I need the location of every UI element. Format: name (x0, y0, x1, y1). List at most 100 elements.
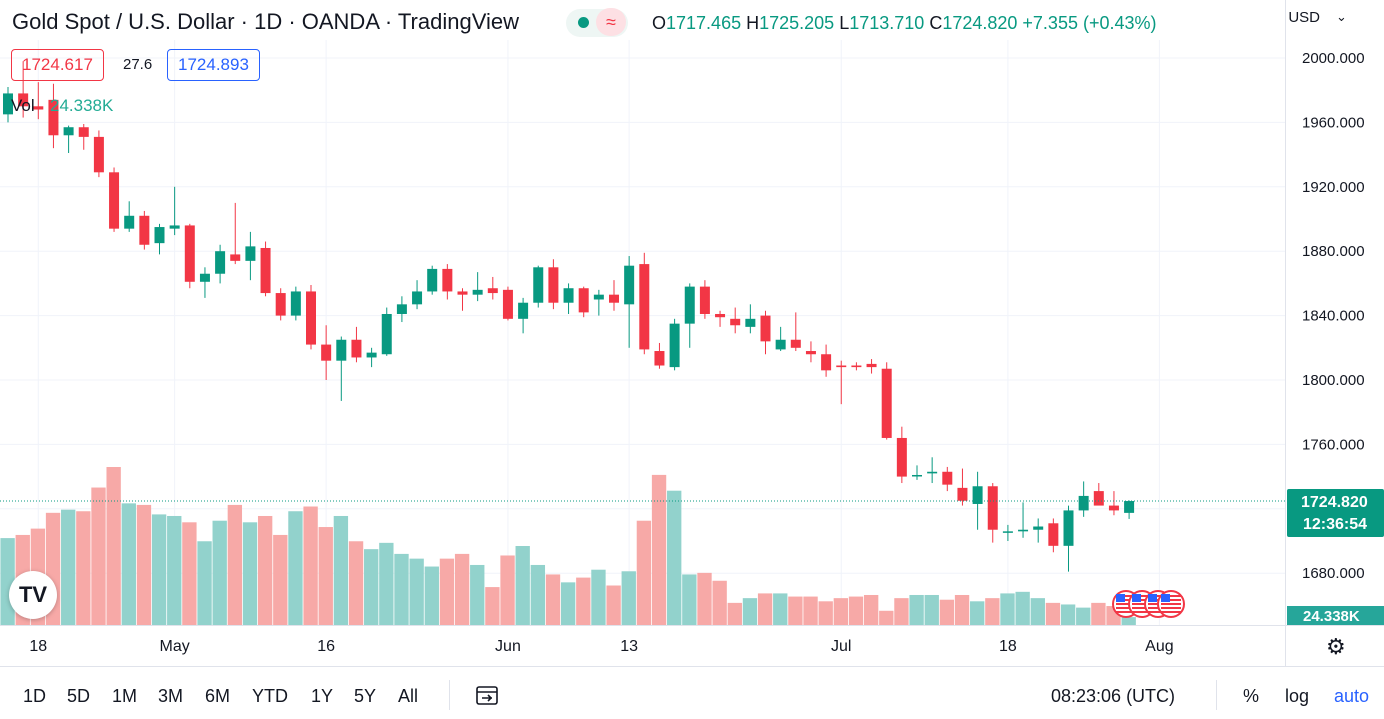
range-ytd-button[interactable]: YTD (252, 686, 288, 706)
us-flag-event-icon[interactable] (1112, 590, 1140, 618)
high-value: 1725.205 (759, 13, 835, 33)
range-5d-button[interactable]: 5D (67, 686, 91, 706)
candle-body (1018, 529, 1029, 532)
candle-body (502, 289, 513, 319)
volume-bar (106, 467, 121, 625)
volume-bar (818, 601, 833, 625)
change-value: +7.355 (+0.43%) (1022, 13, 1157, 33)
volume-bar (257, 515, 273, 625)
us-flag-event-icon[interactable] (1157, 590, 1185, 618)
candle-body (139, 215, 150, 245)
range-5y-button[interactable]: 5Y (354, 686, 377, 706)
candle-body (699, 286, 710, 314)
volume-bar (379, 542, 394, 625)
candle-body (33, 106, 44, 110)
volume-bar (970, 601, 985, 625)
ohlc-legend: O1717.465 H1725.205 L1713.710 C1724.820 … (652, 13, 1157, 34)
flag-stripe (1161, 599, 1181, 601)
candle-body (351, 339, 362, 358)
range-3m-button[interactable]: 3M (158, 686, 184, 706)
price-tick-label: 1840.000 (1302, 308, 1365, 325)
range-6m-button[interactable]: 6M (205, 686, 231, 706)
flag-stripe (1161, 603, 1181, 605)
price-tick-label: 1680.000 (1302, 565, 1365, 582)
volume-bar (485, 587, 500, 625)
volume-bar (773, 593, 788, 625)
last-price-label: 1724.820 (1301, 494, 1368, 511)
price-chart[interactable]: 1680.0001720.0001760.0001800.0001840.000… (0, 0, 1384, 666)
candle-body (730, 318, 741, 326)
volume-bar (470, 564, 485, 625)
candle-body (48, 99, 59, 136)
flag-stripe (1116, 607, 1136, 609)
candle-body (896, 437, 907, 477)
tradingview-logo-icon[interactable]: TV (9, 571, 57, 619)
candle-body (851, 365, 862, 368)
range-1m-button[interactable]: 1M (112, 686, 138, 706)
last-price-label-bg (1287, 489, 1384, 538)
volume-bar (242, 522, 258, 625)
gear-icon[interactable]: ⚙ (1326, 634, 1346, 659)
high-key: H (746, 13, 760, 33)
currency-selector[interactable]: USD (1288, 9, 1320, 26)
auto-scale-button[interactable]: auto (1334, 686, 1370, 706)
buy-price-button[interactable]: 1724.893 (167, 49, 260, 81)
volume-value: 24.338K (50, 96, 114, 115)
volume-bar (545, 574, 561, 625)
volume-bar (924, 594, 939, 625)
volume-bar (879, 610, 894, 625)
candle-body (715, 313, 726, 318)
chevron-down-icon[interactable]: ⌄ (1336, 9, 1347, 24)
flag-stripe (1116, 595, 1136, 597)
volume-bar (439, 558, 455, 625)
volume-bar (636, 520, 652, 625)
volume-bar (697, 572, 712, 625)
flag-stripe (1148, 595, 1168, 597)
candle-body (18, 93, 29, 107)
symbol-title[interactable]: Gold Spot / U.S. Dollar · 1D · OANDA · T… (12, 9, 519, 34)
candle-body (639, 264, 650, 350)
candle-body (624, 265, 635, 305)
candle-body (957, 487, 968, 501)
volume-bar (621, 571, 636, 625)
candle-body (93, 136, 104, 173)
time-tick-label: Jun (495, 638, 521, 655)
percent-scale-button[interactable]: % (1243, 686, 1260, 706)
volume-bar (61, 509, 76, 625)
volume-bar (560, 582, 576, 625)
volume-bar (394, 553, 409, 625)
sell-price-button[interactable]: 1724.617 (11, 49, 104, 81)
flag-stripe (1132, 599, 1152, 601)
price-tick-label: 1960.000 (1302, 114, 1365, 131)
candle-body (760, 315, 771, 342)
range-1d-button[interactable]: 1D (23, 686, 47, 706)
range-all-button[interactable]: All (398, 686, 419, 706)
candle-body (427, 268, 438, 292)
candle-body (215, 251, 226, 274)
close-key: C (929, 13, 943, 33)
time-tick-label: Jul (831, 638, 851, 655)
close-value: 1724.820 (942, 13, 1018, 33)
candle-body (1093, 491, 1104, 506)
candle-body (78, 127, 89, 137)
volume-bar (424, 566, 439, 625)
volume-bar (76, 511, 91, 625)
log-scale-button[interactable]: log (1285, 686, 1310, 706)
utc-clock[interactable]: 08:23:06 (UTC) (1051, 686, 1176, 706)
volume-bar (742, 598, 758, 625)
date-range-icon[interactable] (474, 684, 500, 708)
volume-bar (712, 580, 727, 625)
bar-countdown-label: 12:36:54 (1303, 516, 1367, 533)
candle-body (154, 227, 165, 244)
flag-stripe (1161, 595, 1181, 597)
flag-stripe (1132, 603, 1152, 605)
volume-bar (1000, 593, 1015, 625)
candle-body (684, 286, 695, 324)
approx-icon[interactable]: ≈ (596, 8, 626, 36)
flag-canton (1161, 594, 1170, 602)
open-key: O (652, 13, 667, 33)
candle-body (169, 225, 180, 229)
volume-label[interactable]: Vol (11, 96, 35, 115)
volume-bar (91, 487, 106, 625)
range-1y-button[interactable]: 1Y (311, 686, 334, 706)
